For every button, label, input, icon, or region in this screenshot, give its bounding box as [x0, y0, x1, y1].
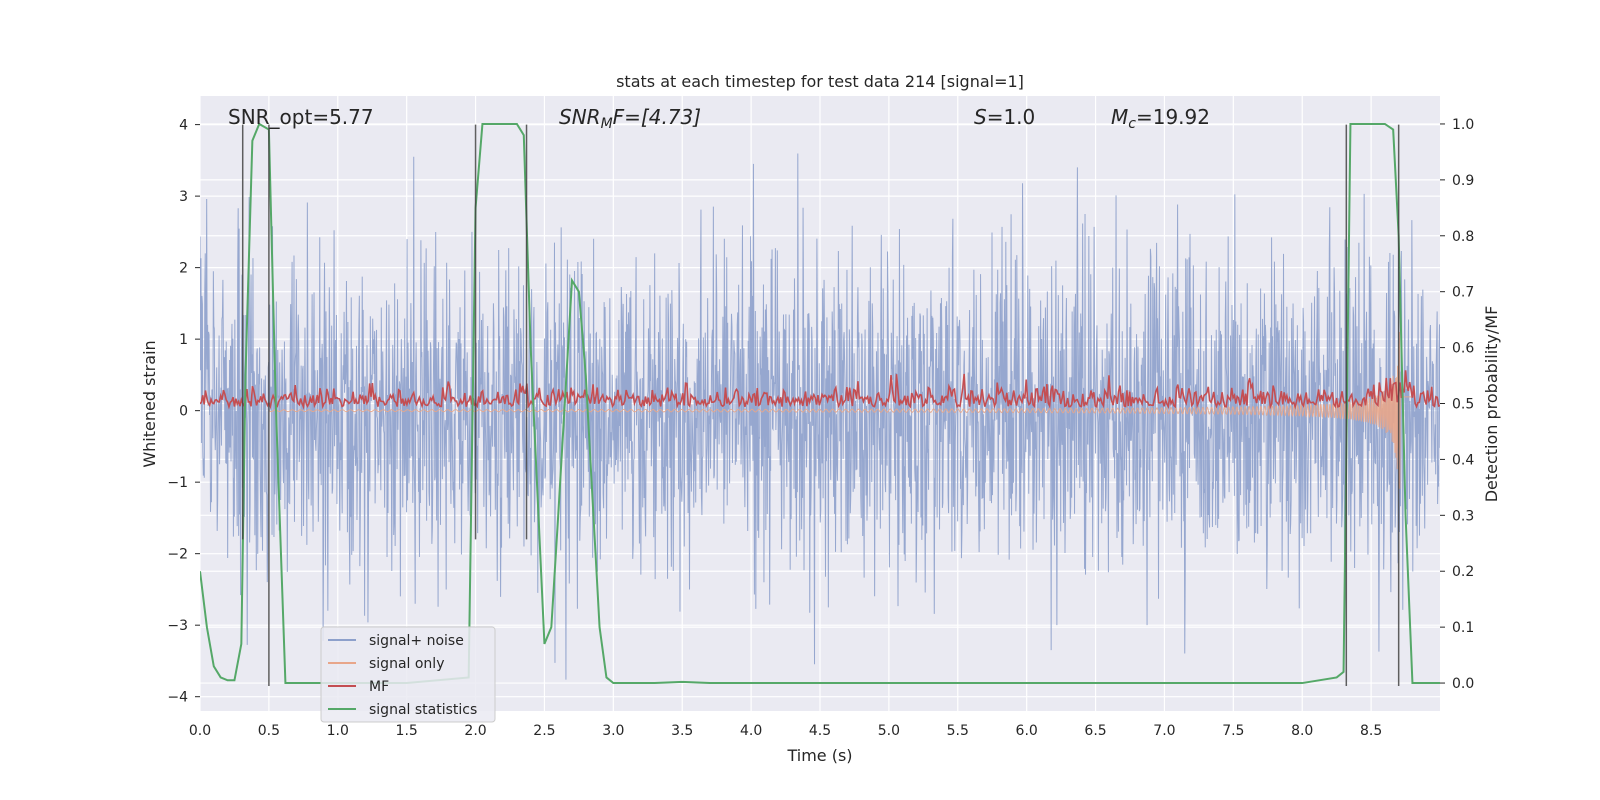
x-tick-label: 6.0 [1016, 723, 1038, 739]
x-tick-label: 8.0 [1291, 723, 1313, 739]
mc-symbol: M [1111, 105, 1128, 129]
y-tick-label: 4 [179, 118, 188, 134]
y2-tick-label: 1.0 [1452, 117, 1474, 133]
x-tick-label: 3.5 [671, 723, 693, 739]
y2-tick-label: 0.0 [1452, 676, 1474, 692]
annotation-s: S=1.0 [974, 105, 1035, 129]
x-tick-label: 7.0 [1153, 723, 1175, 739]
x-tick-label: 7.5 [1222, 723, 1244, 739]
y-tick-label: −1 [167, 475, 188, 491]
y2-tick-label: 0.1 [1452, 620, 1474, 636]
annotation-mc: Mc=19.92 [1111, 105, 1210, 132]
legend-label-signal-noise: signal+ noise [369, 633, 464, 649]
snr-mf-rest: F=[4.73] [613, 105, 701, 129]
series-signal-statistics [200, 122, 1440, 685]
x-tick-label: 1.0 [327, 723, 349, 739]
s-rest: =1.0 [987, 105, 1036, 129]
chart-title: stats at each timestep for test data 214… [616, 72, 1024, 91]
y2-tick-label: 0.5 [1452, 397, 1474, 413]
y2-axis-label: Detection probability/MF [1482, 306, 1501, 503]
ticks-layer: 0.0 0.5 1.0 1.5 2.0 2.5 3.0 3.5 4.0 4.5 5.0 5.5 6.0 6… [167, 117, 1474, 739]
y2-tick-label: 0.6 [1452, 341, 1474, 357]
y2-tick-label: 0.3 [1452, 508, 1474, 524]
y-tick-label: −2 [167, 547, 188, 563]
y-tick-label: 2 [179, 261, 188, 277]
annotation-snr-mf: SNRMF=[4.73] [559, 105, 701, 132]
x-tick-label: 2.5 [533, 723, 555, 739]
snr-mf-subscript: M [601, 116, 613, 132]
x-tick-label: 4.5 [809, 723, 831, 739]
x-tick-label: 5.0 [878, 723, 900, 739]
s-symbol: S [974, 105, 987, 129]
mc-rest: =19.92 [1136, 105, 1210, 129]
y-tick-label: 3 [179, 189, 188, 205]
x-tick-label: 6.5 [1084, 723, 1106, 739]
y2-tick-label: 0.8 [1452, 229, 1474, 245]
x-tick-label: 0.5 [258, 723, 280, 739]
series-layer [200, 122, 1440, 685]
legend-label-signal-only: signal only [369, 656, 444, 672]
y-tick-label: −4 [167, 690, 188, 706]
y-axis-label: Whitened strain [140, 340, 159, 467]
snr-mf-symbol: SNR [559, 105, 601, 129]
y2-tick-label: 0.9 [1452, 173, 1474, 189]
y2-tick-label: 0.4 [1452, 452, 1474, 468]
vertical-markers [241, 124, 1400, 686]
series-signal-only [268, 332, 1413, 489]
mc-subscript: c [1128, 116, 1136, 132]
legend-box [320, 626, 496, 723]
x-tick-label: 4.0 [740, 723, 762, 739]
y-tick-label: 1 [179, 332, 188, 348]
y-tick-label: 0 [179, 404, 188, 420]
x-tick-label: 0.0 [189, 723, 211, 739]
x-tick-label: 8.5 [1360, 723, 1382, 739]
series-mf [200, 370, 1440, 410]
x-axis-label: Time (s) [786, 746, 852, 765]
legend-label-signal-statistics: signal statistics [369, 702, 477, 718]
x-tick-label: 1.5 [396, 723, 418, 739]
y2-tick-label: 0.2 [1452, 564, 1474, 580]
legend: signal+ noise signal only MF signal stat… [320, 626, 496, 723]
x-tick-label: 3.0 [602, 723, 624, 739]
annotation-snr-opt: SNR_opt=5.77 [228, 105, 374, 129]
x-tick-label: 2.0 [464, 723, 486, 739]
y2-tick-label: 0.7 [1452, 285, 1474, 301]
legend-label-mf: MF [369, 679, 389, 695]
series-signal-noise [200, 153, 1440, 680]
y-tick-label: −3 [167, 618, 188, 634]
x-tick-label: 5.5 [947, 723, 969, 739]
